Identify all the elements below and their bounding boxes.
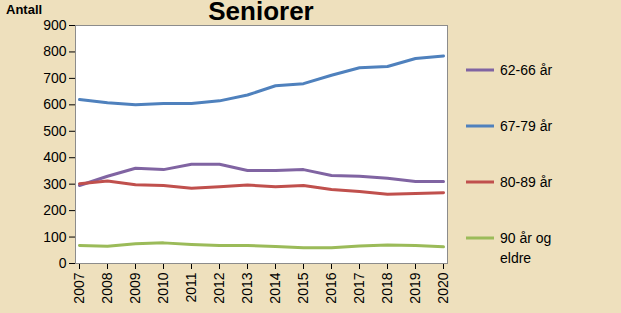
svg-text:700: 700 (43, 70, 67, 86)
svg-text:2015: 2015 (295, 272, 311, 303)
svg-text:300: 300 (43, 176, 67, 192)
svg-text:2008: 2008 (99, 272, 115, 303)
svg-text:2012: 2012 (211, 272, 227, 303)
svg-text:2011: 2011 (183, 272, 199, 302)
html-text:90 år og eldre: 90 år og eldre (500, 230, 552, 266)
svg-text:200: 200 (43, 202, 67, 218)
svg-text:2019: 2019 (407, 272, 423, 303)
svg-text:500: 500 (43, 123, 67, 139)
svg-text:800: 800 (43, 43, 67, 59)
svg-text:2017: 2017 (351, 272, 367, 303)
svg-text:2013: 2013 (239, 272, 255, 303)
svg-text:100: 100 (43, 229, 67, 245)
svg-text:600: 600 (43, 96, 67, 112)
svg-text:2007: 2007 (71, 272, 87, 303)
html-text:67-79 år: 67-79 år (500, 118, 553, 134)
svg-text:0: 0 (59, 255, 67, 271)
svg-text:900: 900 (43, 17, 67, 33)
svg-text:2014: 2014 (267, 272, 283, 303)
html-text:62-66 år: 62-66 år (500, 62, 553, 78)
svg-text:2016: 2016 (323, 272, 339, 303)
svg-text:2018: 2018 (379, 272, 395, 303)
svg-text:2020: 2020 (435, 272, 451, 303)
html-text:80-89 år: 80-89 år (500, 174, 553, 190)
svg-text:2009: 2009 (127, 272, 143, 303)
svg-text:2010: 2010 (155, 272, 171, 303)
html-text:Antall: Antall (6, 2, 43, 17)
svg-text:400: 400 (43, 149, 67, 165)
